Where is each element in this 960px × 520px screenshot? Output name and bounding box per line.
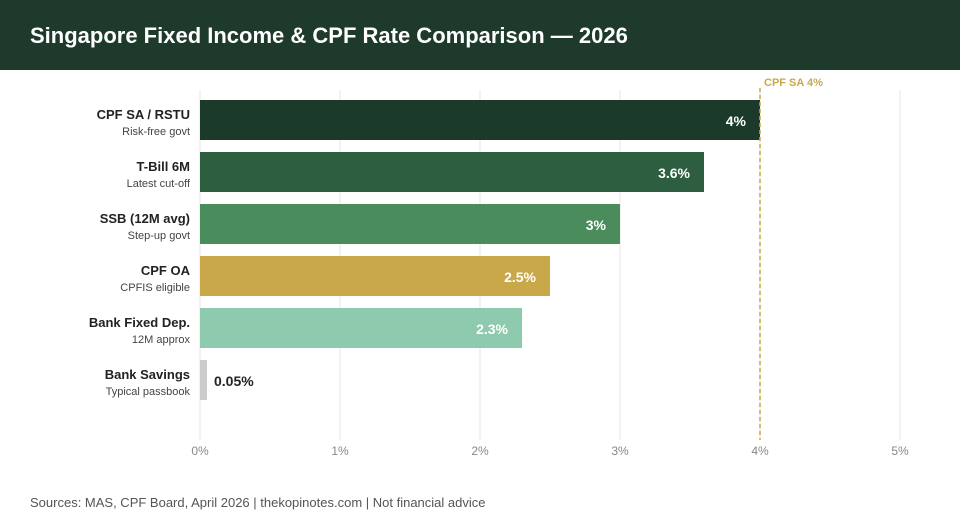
category-sublabel: Step-up govt <box>128 230 190 242</box>
category-label: CPF SA / RSTU <box>97 107 190 122</box>
category-sublabel: Latest cut-off <box>127 178 191 190</box>
chart-title: Singapore Fixed Income & CPF Rate Compar… <box>30 23 628 48</box>
value-label: 2.5% <box>504 269 536 285</box>
bar-chart: 0% 1% 2% 3% 4% 5% CPF SA / RSTU Risk-free govt 4… <box>89 77 909 458</box>
category-sublabel: CPFIS eligible <box>120 282 190 294</box>
x-tick-label: 3% <box>611 444 629 458</box>
category-label: T-Bill 6M <box>137 159 190 174</box>
value-label: 0.05% <box>214 373 254 389</box>
category-sublabel: Risk-free govt <box>122 126 190 138</box>
category-sublabel: 12M approx <box>132 334 191 346</box>
category-label: Bank Savings <box>105 367 190 382</box>
bar <box>200 360 207 400</box>
bar <box>200 256 550 296</box>
category-label: Bank Fixed Dep. <box>89 315 190 330</box>
chart-header: Singapore Fixed Income & CPF Rate Compar… <box>0 0 960 70</box>
x-tick-label: 5% <box>891 444 909 458</box>
bar <box>200 152 704 192</box>
x-tick-label: 4% <box>751 444 769 458</box>
x-tick-label: 2% <box>471 444 489 458</box>
category-label: CPF OA <box>141 263 191 278</box>
value-label: 3% <box>586 217 607 233</box>
bar <box>200 204 620 244</box>
value-label: 2.3% <box>476 321 508 337</box>
reference-line-label: CPF SA 4% <box>764 77 823 89</box>
bar <box>200 100 760 140</box>
x-tick-label: 0% <box>191 444 209 458</box>
chart-footer-sources: Sources: MAS, CPF Board, April 2026 | th… <box>30 495 486 510</box>
value-label: 3.6% <box>658 165 690 181</box>
category-sublabel: Typical passbook <box>106 386 191 398</box>
bar <box>200 308 522 348</box>
value-label: 4% <box>726 113 747 129</box>
x-tick-label: 1% <box>331 444 349 458</box>
category-label: SSB (12M avg) <box>100 211 190 226</box>
